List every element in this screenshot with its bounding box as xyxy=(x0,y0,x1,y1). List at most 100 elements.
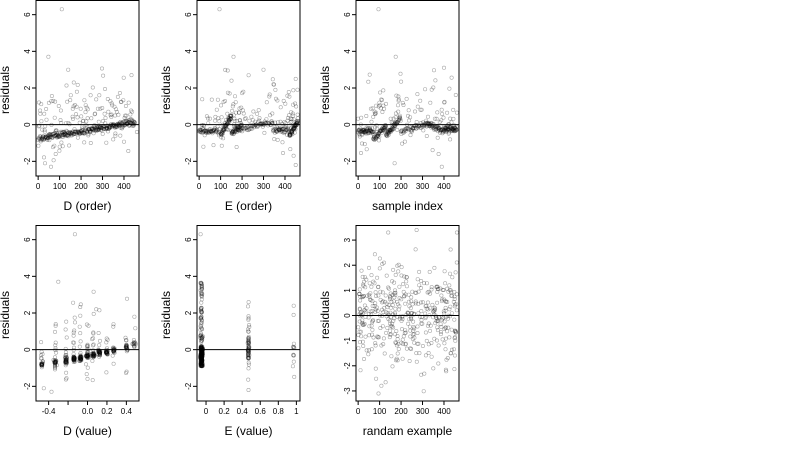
data-point xyxy=(91,352,96,357)
data-point xyxy=(399,129,404,134)
data-point xyxy=(97,351,102,356)
data-point xyxy=(74,112,79,117)
data-point xyxy=(247,127,252,132)
data-point xyxy=(72,131,77,136)
data-point xyxy=(81,130,86,135)
data-point xyxy=(447,288,452,293)
data-point xyxy=(97,351,102,356)
data-point xyxy=(199,364,204,369)
data-point xyxy=(53,358,58,363)
data-point xyxy=(74,129,79,134)
data-point xyxy=(258,121,263,126)
data-point xyxy=(374,305,379,310)
data-point xyxy=(213,114,218,119)
data-point xyxy=(403,292,408,297)
data-point xyxy=(403,301,408,306)
data-point xyxy=(105,97,110,102)
data-point xyxy=(200,363,205,368)
data-point xyxy=(64,128,69,133)
data-point xyxy=(47,135,52,140)
data-point xyxy=(49,132,54,137)
data-point xyxy=(199,345,204,350)
data-point xyxy=(72,356,77,361)
data-point xyxy=(414,351,419,356)
data-point xyxy=(295,87,300,92)
data-point xyxy=(408,128,413,133)
data-point xyxy=(54,133,59,138)
data-point xyxy=(276,127,281,132)
data-point xyxy=(50,135,55,140)
data-point xyxy=(419,372,424,377)
data-point xyxy=(292,374,297,379)
data-point xyxy=(200,350,205,355)
data-point xyxy=(101,73,106,78)
data-point xyxy=(363,129,368,134)
data-point xyxy=(359,115,364,120)
data-point xyxy=(78,130,83,135)
data-point xyxy=(70,133,75,138)
data-point xyxy=(200,335,205,340)
data-point xyxy=(199,356,204,361)
data-point xyxy=(90,127,95,132)
data-point xyxy=(97,128,102,133)
data-point xyxy=(54,363,59,368)
data-point xyxy=(419,278,424,283)
data-point xyxy=(200,354,205,359)
data-point xyxy=(131,340,136,345)
data-point xyxy=(278,119,283,124)
data-point xyxy=(281,125,286,130)
data-point xyxy=(429,354,434,359)
data-point xyxy=(409,314,414,319)
data-point xyxy=(71,355,76,360)
data-point xyxy=(41,137,46,142)
data-point xyxy=(104,350,109,355)
data-point xyxy=(395,299,400,304)
data-point xyxy=(199,350,204,355)
data-point xyxy=(447,125,452,130)
data-point xyxy=(72,354,77,359)
data-point xyxy=(72,356,77,361)
data-point xyxy=(47,138,52,143)
data-point xyxy=(383,123,388,128)
data-point xyxy=(79,358,84,363)
data-point xyxy=(85,342,90,347)
y-tick-label: 0 xyxy=(184,122,193,127)
data-point xyxy=(199,354,204,359)
data-point xyxy=(436,343,441,348)
data-point xyxy=(365,129,370,134)
data-point xyxy=(432,305,437,310)
y-axis-title: residuals xyxy=(0,66,12,114)
data-point xyxy=(72,127,77,132)
data-point xyxy=(52,360,57,365)
data-point xyxy=(278,127,283,132)
data-point xyxy=(199,355,204,360)
data-point xyxy=(131,342,136,347)
data-point xyxy=(199,353,204,358)
data-point xyxy=(453,270,458,275)
data-point xyxy=(246,300,251,305)
data-point xyxy=(39,365,44,370)
data-point xyxy=(386,127,391,132)
data-point xyxy=(53,322,58,327)
data-point xyxy=(370,129,375,134)
data-point xyxy=(445,127,450,132)
data-point xyxy=(71,330,76,335)
data-point xyxy=(95,128,100,133)
data-point xyxy=(105,352,110,357)
data-point xyxy=(378,297,383,302)
data-point xyxy=(257,118,262,123)
data-point xyxy=(91,289,96,294)
data-point xyxy=(225,127,230,132)
data-point xyxy=(65,357,70,362)
y-tick-label: 2 xyxy=(343,262,352,267)
data-point xyxy=(387,130,392,135)
data-point xyxy=(91,331,96,336)
data-point xyxy=(246,344,251,349)
data-point xyxy=(198,353,203,358)
data-point xyxy=(200,358,205,363)
data-point xyxy=(37,123,42,128)
data-point xyxy=(385,325,390,330)
data-point xyxy=(287,131,292,136)
data-point xyxy=(109,125,114,130)
data-point xyxy=(393,290,398,295)
